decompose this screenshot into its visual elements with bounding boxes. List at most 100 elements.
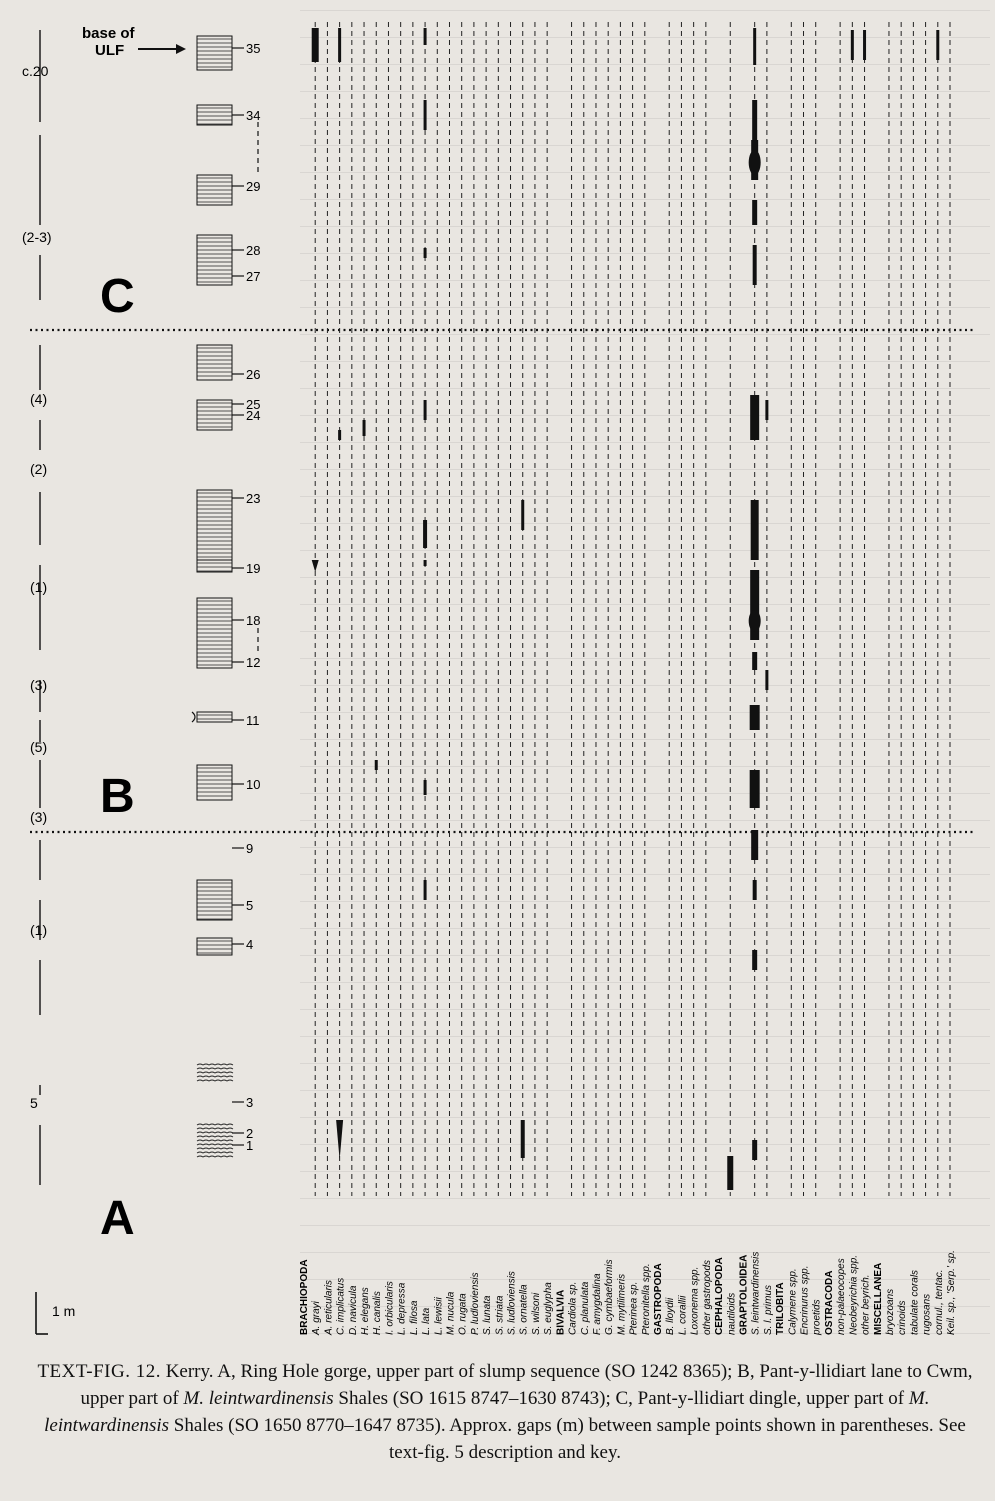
taxon-label: O. rugata xyxy=(458,1293,469,1335)
taxon-group-label: BRACHIOPODA xyxy=(299,1259,310,1335)
caption-text-2: Shales (SO 1615 8747–1630 8743); C, Pant… xyxy=(333,1388,909,1409)
taxon-label: S. euglypha xyxy=(543,1282,554,1335)
taxon-labels: BRACHIOPODA A. grayi A. reticularis C. impl… xyxy=(299,1250,957,1336)
taxon-label: D. navicula xyxy=(348,1285,359,1335)
occurrence-mark xyxy=(338,430,342,440)
bg-text-line xyxy=(300,118,990,119)
bg-text-line xyxy=(300,874,990,875)
bed-block xyxy=(196,489,233,571)
taxon-label: Encrinurus spp. xyxy=(800,1266,811,1335)
taxon-label: S. wilsoni xyxy=(531,1292,542,1335)
bg-text-line xyxy=(300,307,990,308)
bg-text-line xyxy=(300,469,990,470)
gap-label: (1) xyxy=(30,922,47,938)
occurrence-mark xyxy=(423,880,427,900)
bed-number: 12 xyxy=(246,655,260,670)
bg-text-line xyxy=(300,604,990,605)
occurrence-mark xyxy=(423,780,427,795)
caption-text-1: Kerry. A, Ring Hole gorge, upper part of… xyxy=(80,1361,973,1409)
bed-number: 25 xyxy=(246,397,260,412)
bg-text-line xyxy=(300,91,990,92)
bg-text-line xyxy=(300,793,990,794)
bed-number: 2 xyxy=(246,1126,253,1141)
bg-text-line xyxy=(300,253,990,254)
occurrence-mark xyxy=(752,652,758,670)
gap-label: (1) xyxy=(30,579,47,595)
taxon-group-label: MISCELLANEA xyxy=(873,1263,884,1335)
bg-text-line xyxy=(300,928,990,929)
bg-text-line xyxy=(300,1279,990,1280)
caption-figure-id: TEXT-FIG. 12. xyxy=(37,1361,161,1382)
bg-text-line xyxy=(300,1198,990,1199)
bg-text-line xyxy=(300,766,990,767)
header-label-line1: base of xyxy=(82,25,136,42)
bg-text-line xyxy=(300,982,990,983)
taxon-label: proetids xyxy=(812,1299,823,1336)
stratigraphic-column xyxy=(191,35,234,1158)
header-arrow xyxy=(138,44,186,54)
occurrence-mark xyxy=(520,1120,525,1158)
occurrence-mark xyxy=(338,28,342,62)
occurrence-mark xyxy=(752,245,757,285)
bg-text-line xyxy=(300,496,990,497)
bed-number: 18 xyxy=(246,613,260,628)
bed-number: 9 xyxy=(246,841,253,856)
taxon-label: other beyrich. xyxy=(861,1274,872,1335)
taxon-label: P. ludloviensis xyxy=(470,1272,481,1335)
bed-number: 26 xyxy=(246,367,260,382)
taxon-label: S. striata xyxy=(494,1295,505,1335)
bg-text-line xyxy=(300,388,990,389)
taxon-group-label: BIVALVIA xyxy=(555,1290,566,1335)
taxon-label: L. depressa xyxy=(397,1282,408,1335)
sample-gap-labels: c.20 (2-3) (4) (2) (1) (3) (5) (3) (1) 5 xyxy=(22,30,52,1185)
occurrence-mark xyxy=(752,1140,758,1160)
bed-number: 23 xyxy=(246,491,260,506)
gap-label: (4) xyxy=(30,391,47,407)
occurrence-mark xyxy=(749,770,760,808)
bg-text-line xyxy=(300,1171,990,1172)
bg-text-line xyxy=(300,1252,990,1253)
scale-bar: 1 m xyxy=(35,1292,75,1335)
gap-label: 5 xyxy=(30,1095,38,1111)
bed-block xyxy=(196,344,233,381)
bed-block xyxy=(196,104,233,126)
caption-taxon-1: M. leintwardinensis xyxy=(183,1388,334,1409)
bed-block xyxy=(196,879,233,921)
occurrence-mark xyxy=(765,670,769,690)
taxon-label: G. cymbaeformis xyxy=(604,1259,615,1335)
gap-label: (2-3) xyxy=(22,229,52,245)
bg-text-line xyxy=(300,1225,990,1226)
taxon-label: tabulate corals xyxy=(909,1270,920,1335)
taxon-label: L. filosa xyxy=(409,1300,420,1335)
bg-text-line xyxy=(300,901,990,902)
bg-text-line xyxy=(300,658,990,659)
bg-text-line xyxy=(300,1333,990,1334)
occurrence-mark xyxy=(336,1120,344,1160)
taxon-label: crinoids xyxy=(897,1301,908,1335)
occurrence-mark xyxy=(936,30,940,60)
taxon-label: S. leintwardinensis xyxy=(751,1252,762,1335)
gap-label: (5) xyxy=(30,739,47,755)
bg-text-line xyxy=(300,550,990,551)
bed-block xyxy=(196,711,233,723)
occurrence-mark xyxy=(423,28,427,45)
taxon-label: Keil. sp., 'Serp.' sp. xyxy=(946,1250,957,1335)
occurrence-mark xyxy=(749,705,760,730)
taxon-label: M. mytilimeris xyxy=(616,1274,627,1335)
occurrence-mark xyxy=(423,248,427,258)
bed-block xyxy=(196,399,233,431)
bg-text-line xyxy=(300,685,990,686)
bg-text-line xyxy=(300,334,990,335)
scale-label: 1 m xyxy=(52,1303,75,1319)
bg-text-line xyxy=(300,523,990,524)
occurrence-mark xyxy=(750,500,759,560)
taxon-label: H. canalis xyxy=(372,1291,383,1335)
occurrence-mark xyxy=(374,760,378,770)
taxon-label: S. l. primus xyxy=(763,1285,774,1335)
occurrence-mark xyxy=(765,400,769,420)
bg-text-line xyxy=(300,361,990,362)
caption-taxon-2: M. leintwardinensis xyxy=(44,1388,930,1436)
figure-caption: TEXT-FIG. 12. Kerry. A, Ring Hole gorge,… xyxy=(30,1358,980,1466)
occurrence-mark xyxy=(423,400,427,420)
